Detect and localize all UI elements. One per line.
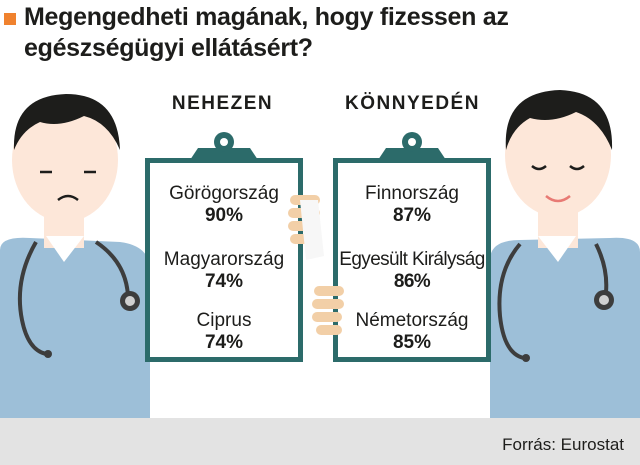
left-hand-fingers — [288, 195, 324, 260]
sad-doctor-icon — [0, 94, 150, 418]
list-item: Finnország 87% — [338, 183, 486, 227]
country-name: Finnország — [365, 183, 459, 204]
list-item: Ciprus 74% — [150, 310, 298, 354]
country-name: Görögország — [169, 183, 279, 204]
happy-doctor-icon — [490, 90, 640, 418]
footer-band — [0, 418, 640, 465]
country-name: Egyesült Királyság — [339, 249, 485, 270]
percent-value: 74% — [204, 271, 244, 292]
list-item: Görögország 90% — [150, 183, 298, 227]
country-name: Németország — [355, 310, 469, 331]
heading-nehezen: NEHEZEN — [171, 93, 274, 114]
list-item: Magyarország 74% — [150, 249, 298, 293]
percent-value: 90% — [204, 205, 244, 226]
percent-value: 87% — [392, 205, 432, 226]
percent-value: 86% — [393, 271, 431, 292]
title-marker — [4, 13, 16, 25]
clipboard-icon — [333, 132, 491, 362]
percent-value: 85% — [392, 332, 432, 353]
country-name: Magyarország — [163, 249, 285, 270]
list-item: Egyesült Királyság 86% — [332, 249, 492, 293]
stethoscope-icon — [17, 240, 140, 358]
right-hand-fingers — [312, 286, 344, 335]
stethoscope-icon — [497, 242, 614, 362]
heading-konnyeden: KÖNNYEDÉN — [345, 93, 480, 114]
clipboard-icon — [145, 132, 303, 362]
country-name: Ciprus — [196, 310, 252, 331]
percent-value: 74% — [204, 332, 244, 353]
page-title: Megengedheti magának, hogy fizessen az e… — [24, 3, 509, 62]
list-item: Németország 85% — [338, 310, 486, 354]
source-credit: Forrás: Eurostat — [502, 435, 624, 454]
